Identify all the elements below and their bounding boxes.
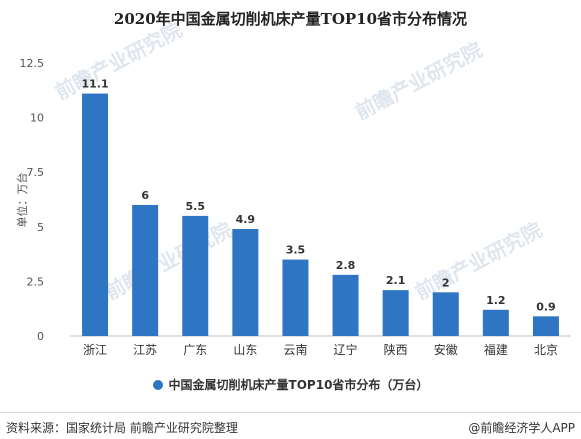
y-tick-label: 5 [37, 221, 44, 234]
x-tick-label: 云南 [283, 342, 307, 357]
y-axis-title: 单位：万台 [15, 173, 29, 228]
x-tick-label: 江苏 [133, 343, 157, 357]
y-tick-label: 0 [37, 330, 44, 343]
bar [82, 93, 109, 337]
bar [282, 259, 309, 336]
bar [132, 204, 159, 336]
bar [332, 274, 359, 336]
legend: 中国金属切削机床产量TOP10省市分布（万台） [0, 376, 581, 393]
data-label: 6 [141, 189, 149, 202]
bar [482, 309, 509, 336]
x-tick-label: 辽宁 [334, 342, 358, 357]
data-label: 1.2 [486, 294, 506, 307]
bar [382, 290, 409, 336]
bar [232, 228, 259, 336]
bar [182, 215, 209, 336]
footer: 资料来源：国家统计局 前瞻产业研究院整理 @前瞻经济学人APP [0, 412, 581, 439]
credit-note: @前瞻经济学人APP [468, 421, 575, 435]
x-tick-label: 山东 [233, 343, 257, 357]
chart-canvas: 前瞻产业研究院 前瞻产业研究院 前瞻产业研究院 前瞻产业研究院 0 2.5 5 7.5… [15, 17, 571, 357]
watermark: 前瞻产业研究院 [351, 37, 486, 124]
x-tick-label: 安徽 [434, 342, 458, 357]
data-label: 5.5 [186, 200, 206, 213]
y-tick-label: 12.5 [20, 57, 45, 70]
data-label: 2.1 [386, 274, 406, 287]
x-tick-label: 陕西 [384, 342, 408, 357]
data-label: 3.5 [286, 244, 306, 257]
data-label: 4.9 [236, 213, 256, 226]
x-tick-label: 福建 [484, 342, 508, 357]
x-tick-label: 浙江 [83, 343, 107, 357]
y-tick-label: 7.5 [27, 166, 45, 179]
data-label: 2.8 [336, 259, 356, 272]
bar [532, 316, 559, 336]
watermark: 前瞻产业研究院 [101, 217, 236, 304]
legend-label: 中国金属切削机床产量TOP10省市分布（万台） [168, 378, 429, 392]
y-tick-label: 2.5 [27, 275, 45, 288]
chart-title: 2020年中国金属切削机床产量TOP10省市分布情况 [113, 10, 468, 28]
watermark: 前瞻产业研究院 [411, 217, 546, 304]
x-tick-label: 广东 [183, 343, 207, 357]
labels: 11.1 浙江 6 江苏 5.5 广东 4.9 山东 3.5 云南 2.8 辽宁 2.1 陕西 2 安徽 1.2… [81, 78, 557, 357]
data-label: 0.9 [536, 300, 556, 313]
bars [82, 93, 559, 337]
data-label: 2 [442, 276, 450, 289]
source-note: 资料来源：国家统计局 前瞻产业研究院整理 [6, 421, 238, 435]
legend-dot-icon [152, 380, 163, 390]
data-label: 11.1 [81, 78, 108, 91]
bar [432, 292, 459, 336]
watermark: 前瞻产业研究院 [51, 17, 186, 104]
y-tick-label: 10 [30, 112, 44, 125]
x-tick-label: 北京 [534, 343, 558, 357]
